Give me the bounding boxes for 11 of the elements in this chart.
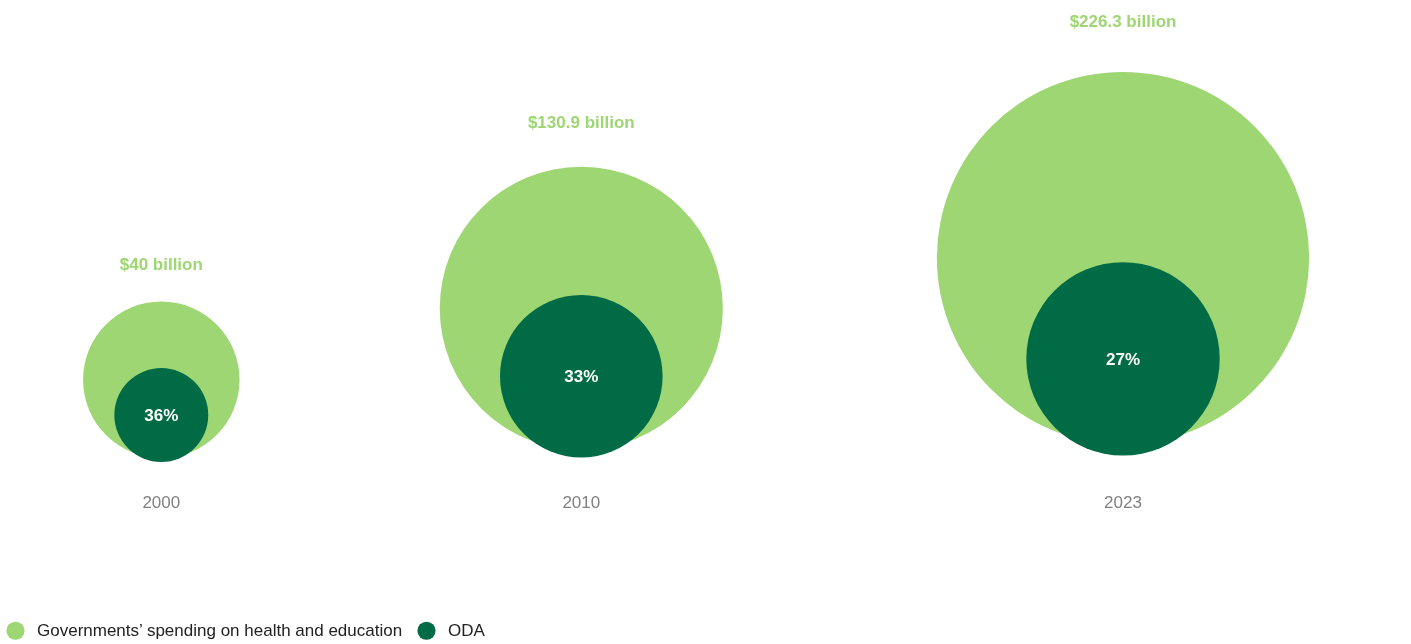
data-label: 33% [564,367,599,387]
data-label: 36% [144,406,179,426]
category-label: 2023 [1104,493,1142,512]
data-label: $226.3 billion [1069,12,1177,31]
legend-label: ODA [448,620,486,640]
legend-label: Governments’ spending on health and education [37,620,403,640]
data-label: $130.9 billion [527,112,635,132]
category-label: 2010 [562,493,601,512]
data-label: 27% [1105,349,1141,369]
category-label: 2000 [142,493,181,512]
data-label: $40 billion [119,255,203,275]
